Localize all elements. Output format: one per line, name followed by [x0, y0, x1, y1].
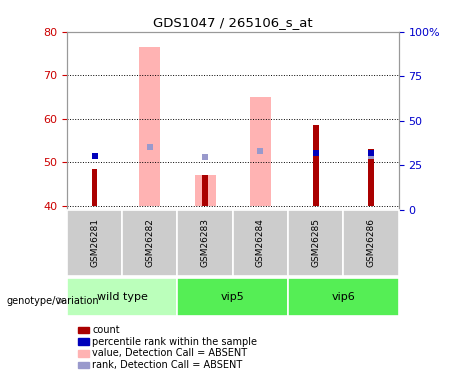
Bar: [67, 210, 122, 276]
Text: GSM26284: GSM26284: [256, 218, 265, 267]
Text: GSM26285: GSM26285: [311, 218, 320, 267]
Text: GSM26286: GSM26286: [366, 218, 376, 267]
Title: GDS1047 / 265106_s_at: GDS1047 / 265106_s_at: [153, 16, 313, 29]
Bar: [288, 210, 343, 276]
Bar: [313, 125, 319, 206]
Bar: [343, 210, 399, 276]
Bar: [67, 278, 177, 316]
Bar: [122, 210, 177, 276]
Bar: [288, 278, 399, 316]
Text: rank, Detection Call = ABSENT: rank, Detection Call = ABSENT: [92, 360, 242, 370]
Text: count: count: [92, 325, 120, 335]
Text: GSM26283: GSM26283: [201, 218, 210, 267]
Text: value, Detection Call = ABSENT: value, Detection Call = ABSENT: [92, 348, 247, 358]
Bar: [195, 175, 216, 206]
Text: vip6: vip6: [331, 292, 355, 302]
Text: GSM26281: GSM26281: [90, 218, 99, 267]
Text: vip5: vip5: [221, 292, 245, 302]
Bar: [202, 175, 208, 206]
Text: wild type: wild type: [97, 292, 148, 302]
Text: GSM26282: GSM26282: [145, 218, 154, 267]
Bar: [177, 210, 233, 276]
Bar: [92, 169, 97, 206]
Bar: [139, 47, 160, 206]
Bar: [233, 210, 288, 276]
Bar: [250, 97, 271, 206]
Text: percentile rank within the sample: percentile rank within the sample: [92, 337, 257, 346]
Bar: [177, 278, 288, 316]
Bar: [368, 149, 374, 206]
Text: genotype/variation: genotype/variation: [7, 296, 100, 306]
